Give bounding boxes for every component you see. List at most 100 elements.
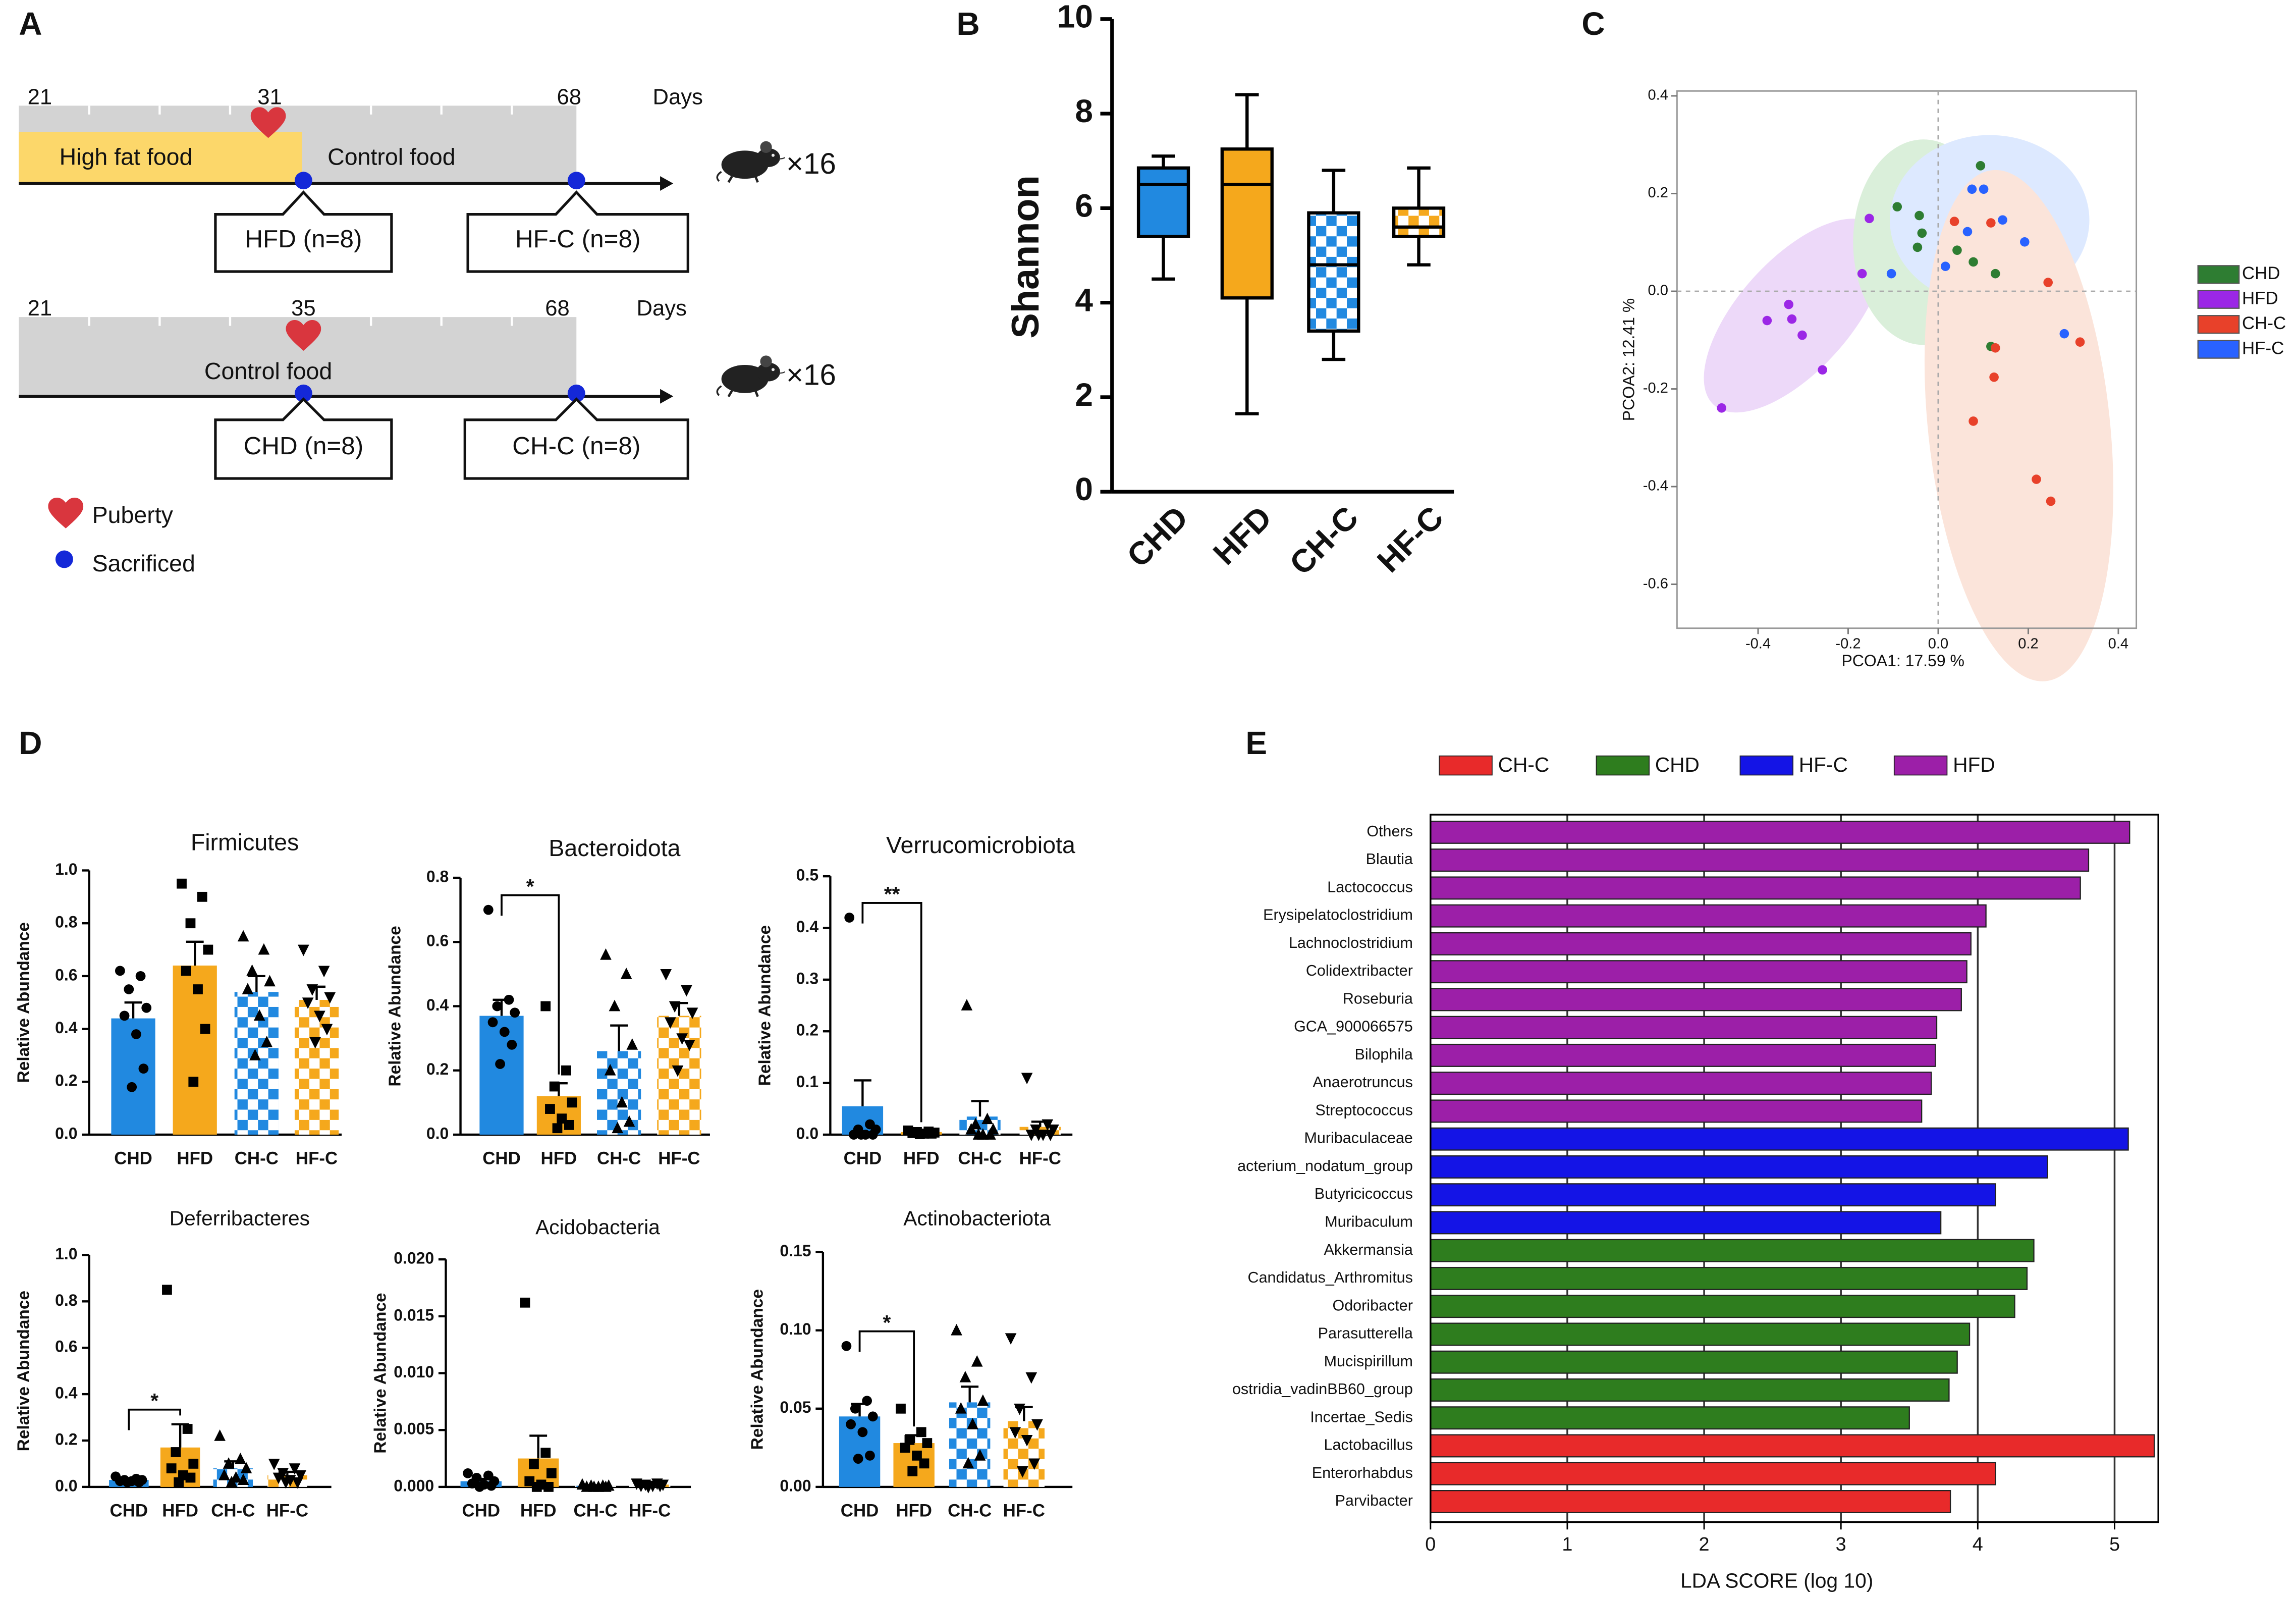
x-tick-label: HFD: [520, 1501, 557, 1521]
significance-bracket: [128, 1408, 182, 1430]
dot: [561, 1065, 571, 1076]
y-tick-label: 0.00: [780, 1476, 811, 1495]
dot: [971, 1355, 983, 1367]
bar: [1430, 1239, 2035, 1262]
dot: [626, 1038, 638, 1050]
box: [1392, 206, 1446, 238]
bar: [1430, 1378, 1950, 1402]
dot: [1025, 1372, 1037, 1384]
sacrifice-dot: [294, 172, 312, 190]
dot: [914, 1129, 925, 1139]
y-tick-label: 1.0: [55, 860, 77, 878]
dot: [127, 1082, 137, 1092]
plot-frame: [1430, 814, 2159, 1523]
dot: [867, 1130, 878, 1140]
point: [1949, 217, 1959, 226]
dot: [977, 1394, 989, 1406]
y-tick-label: Parvibacter: [1335, 1492, 1413, 1509]
dot: [896, 1403, 906, 1414]
dot: [919, 1458, 930, 1469]
x-tick-label: 3: [1836, 1534, 1846, 1555]
legend-label: CH-C: [1498, 753, 1550, 776]
dot: [218, 1469, 230, 1480]
dot: [686, 1007, 698, 1020]
box: [1136, 166, 1190, 238]
point: [1915, 210, 1924, 221]
y-tick-label: 0.2: [426, 1060, 449, 1078]
chart-title: Actinobacteriota: [903, 1206, 1051, 1230]
y-tick-label: 6: [1075, 187, 1093, 224]
y-tick-label: Streptococcus: [1316, 1101, 1413, 1119]
bar: [1430, 1322, 1971, 1346]
box: [1220, 147, 1274, 300]
dot: [504, 994, 514, 1005]
day-label: 68: [545, 296, 570, 321]
y-tick-label: 8: [1075, 93, 1093, 129]
day-label: 35: [291, 296, 316, 321]
bar: [1430, 1043, 1936, 1067]
dot: [188, 1459, 199, 1469]
dot: [261, 1035, 273, 1047]
dot: [612, 1122, 624, 1134]
dot: [246, 964, 258, 976]
point: [2075, 337, 2085, 347]
legend-label: HF-C: [2242, 338, 2284, 358]
dot: [1021, 1434, 1033, 1447]
point: [1969, 416, 1978, 426]
point: [1784, 299, 1793, 309]
y-tick-label: 0.1: [796, 1073, 818, 1091]
dot: [499, 1027, 510, 1037]
x-tick-label: HFD: [162, 1501, 198, 1521]
chart-title: Deferribacteres: [170, 1206, 310, 1230]
x-tick-label: 5: [2109, 1534, 2120, 1555]
dot: [182, 1424, 193, 1434]
timeline-ticks: [88, 317, 513, 326]
dot: [853, 1454, 863, 1464]
dot: [567, 1097, 577, 1108]
significance-label: *: [883, 1311, 891, 1334]
y-tick-label: 0.2: [1648, 185, 1668, 201]
x-tick-label: 2: [1699, 1534, 1710, 1555]
ellipse: [1924, 170, 2113, 681]
legend-swatch: [2197, 265, 2240, 284]
y-tick-label: 0.010: [394, 1363, 434, 1381]
dot: [545, 1104, 555, 1114]
bar: [1430, 1072, 1932, 1095]
dot: [185, 1472, 196, 1483]
dot: [280, 1477, 292, 1489]
group-callout: [466, 190, 689, 273]
dot: [486, 1480, 497, 1491]
legend-swatch: [2197, 315, 2240, 334]
dot: [1005, 1333, 1017, 1345]
bar: [1430, 1434, 2155, 1458]
dot: [115, 966, 125, 976]
point: [1857, 269, 1867, 279]
x-tick-label: CH-C: [958, 1149, 1002, 1168]
dot: [264, 975, 276, 987]
dot: [1045, 1130, 1056, 1141]
dot: [926, 1129, 937, 1139]
bar: [1430, 960, 1967, 984]
dot: [588, 1480, 600, 1492]
point: [1967, 184, 1977, 194]
y-tick-label: Muribaculaceae: [1304, 1130, 1412, 1147]
dot: [660, 969, 672, 981]
x-tick-label: CH-C: [574, 1501, 618, 1521]
bar: [949, 1402, 991, 1487]
group-callout: [214, 397, 393, 480]
legend-label: HF-C: [1799, 753, 1848, 776]
dot: [985, 1128, 996, 1140]
dot: [543, 1482, 554, 1492]
x-tick-label: HF-C: [658, 1149, 700, 1168]
dot: [965, 1123, 977, 1135]
bar: [1430, 848, 2090, 872]
dot: [1014, 1403, 1025, 1415]
y-tick-label: Blautia: [1366, 850, 1413, 868]
dot: [134, 1477, 144, 1487]
legend-label: CH-C: [2242, 313, 2286, 333]
y-tick-label: acterium_nodatum_group: [1237, 1157, 1413, 1175]
y-tick-label: Lactococcus: [1327, 878, 1413, 895]
dot: [1031, 1419, 1043, 1431]
y-tick-label: -0.4: [1643, 478, 1668, 494]
